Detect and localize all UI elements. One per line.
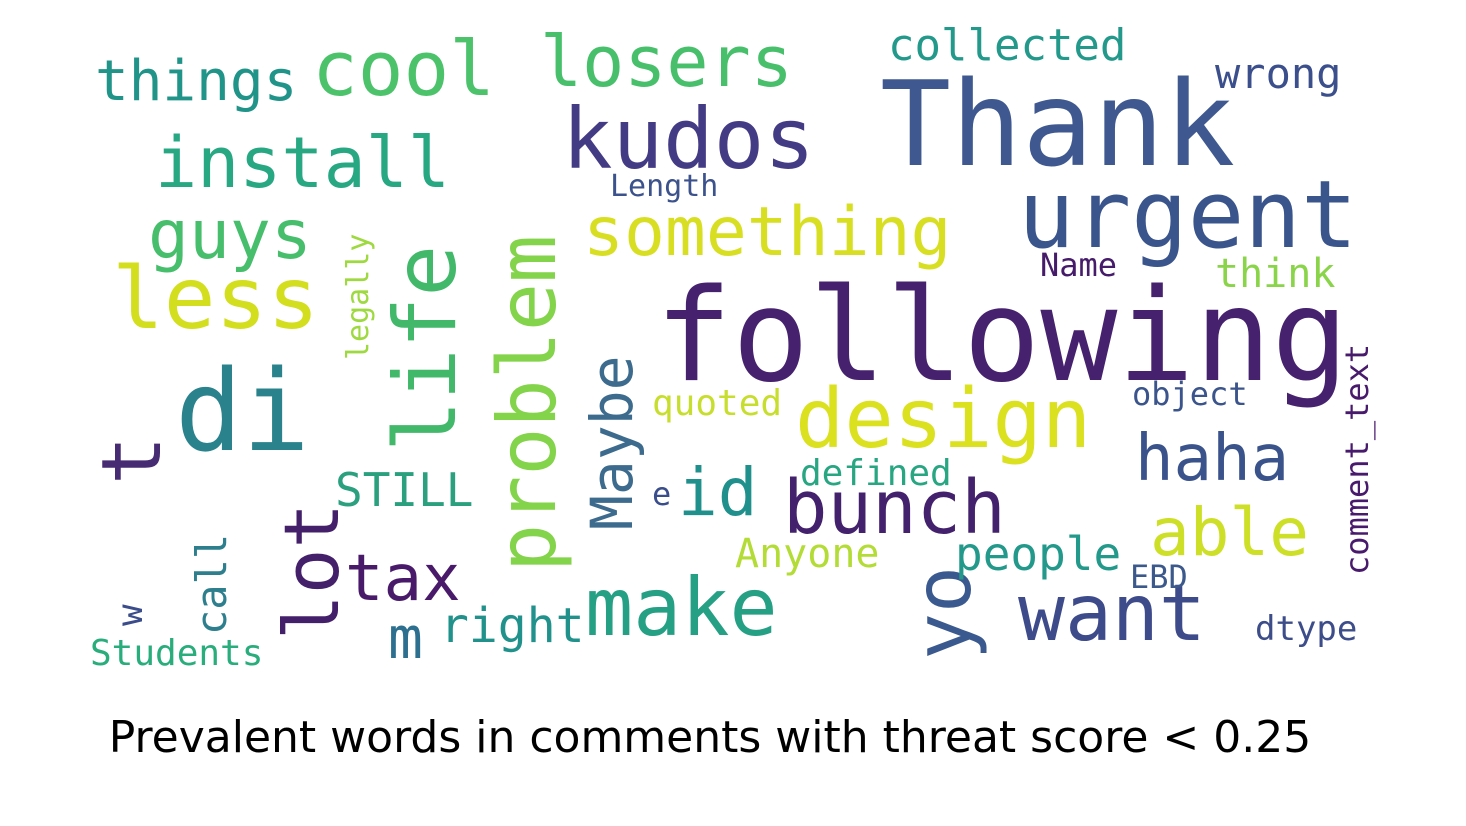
chart-title: Prevalent words in comments with threat …	[108, 712, 1312, 763]
word-guys: guys	[148, 196, 312, 275]
word-wrong: wrong	[1215, 49, 1341, 98]
word-able: able	[1150, 494, 1309, 571]
word-following: following	[655, 262, 1349, 411]
word-thank: Thank	[880, 55, 1235, 193]
word-people: people	[955, 527, 1121, 581]
word-call: call	[187, 534, 236, 635]
word-lot: lot	[267, 503, 356, 640]
word-anyone: Anyone	[735, 531, 880, 577]
word-right: right	[440, 598, 585, 654]
word-think: think	[1215, 251, 1335, 297]
word-legally: legally	[341, 234, 376, 360]
word-collected: collected	[888, 20, 1126, 71]
word-haha: haha	[1135, 422, 1289, 496]
word-bunch: bunch	[783, 465, 1006, 551]
word-w: w	[110, 604, 151, 626]
word-cool: cool	[312, 24, 495, 113]
word-name: Name	[1040, 246, 1117, 284]
word-m: m	[388, 604, 423, 672]
word-students: Students	[90, 633, 263, 674]
word-length: Length	[610, 169, 718, 204]
word-e: e	[652, 475, 671, 513]
word-install: install	[155, 122, 450, 204]
word-less: less	[112, 249, 319, 349]
word-design: design	[795, 372, 1091, 467]
word-dtype: dtype	[1255, 609, 1357, 649]
word-object: object	[1132, 375, 1248, 413]
word-tax: tax	[345, 542, 461, 616]
word-id: id	[678, 454, 757, 531]
word-urgent: urgent	[1018, 161, 1358, 270]
word-kudos: kudos	[562, 90, 815, 188]
word-ebd: EBD	[1130, 558, 1188, 596]
word-still: STILL	[335, 463, 473, 517]
word-make: make	[585, 561, 778, 654]
word-comment-text: comment_text	[1338, 344, 1376, 575]
word-maybe: Maybe	[578, 355, 646, 530]
word-yo: yo	[899, 566, 989, 660]
word-want: want	[1018, 569, 1206, 659]
word-something: something	[583, 193, 951, 272]
word-things: things	[95, 49, 297, 114]
word-problem: problem	[481, 235, 574, 572]
word-t: t	[85, 436, 180, 485]
word-life: life	[376, 245, 476, 452]
word-quoted: quoted	[652, 383, 782, 424]
word-di: di	[175, 347, 310, 477]
word-defined: defined	[800, 453, 952, 494]
word-losers: losers	[540, 21, 793, 103]
